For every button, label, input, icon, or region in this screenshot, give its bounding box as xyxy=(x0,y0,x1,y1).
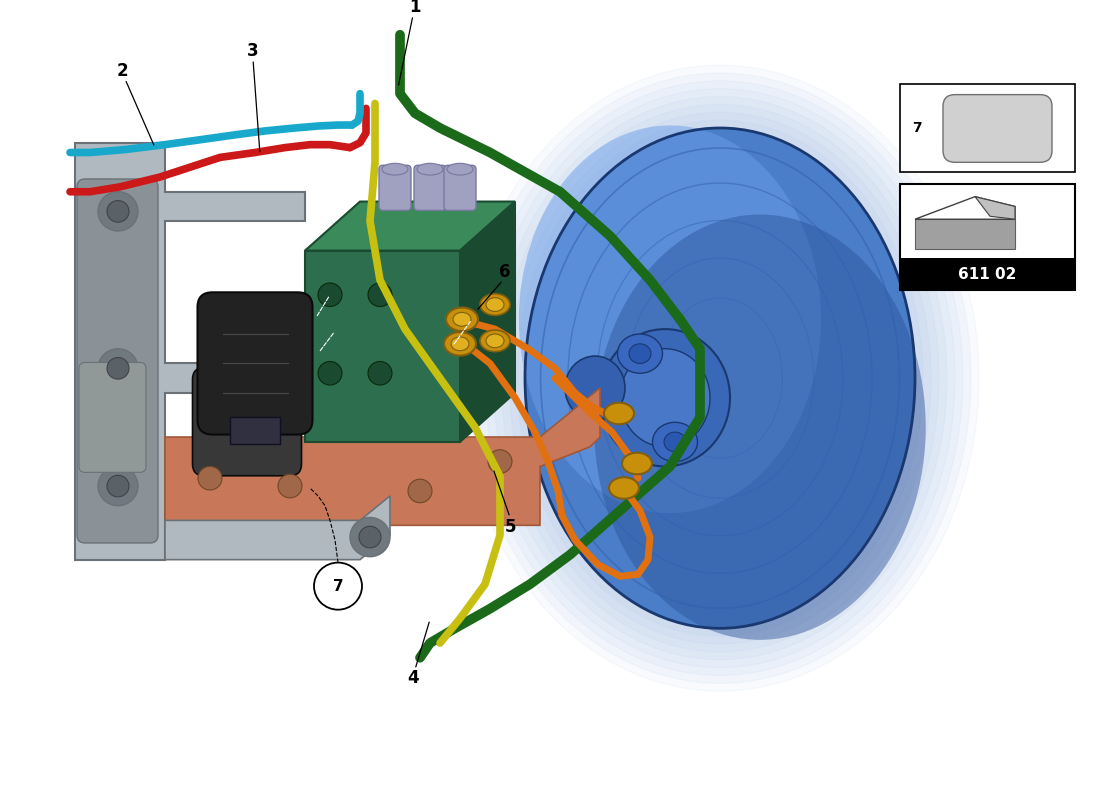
Text: 4: 4 xyxy=(407,670,419,687)
Circle shape xyxy=(198,466,222,490)
Text: 3: 3 xyxy=(248,42,258,61)
Text: 7: 7 xyxy=(912,121,922,135)
Ellipse shape xyxy=(444,332,476,355)
Polygon shape xyxy=(75,142,305,560)
Ellipse shape xyxy=(493,97,947,660)
Bar xyxy=(900,258,1075,290)
Ellipse shape xyxy=(382,163,408,175)
Ellipse shape xyxy=(480,294,510,315)
Bar xyxy=(230,417,280,444)
Ellipse shape xyxy=(486,298,504,311)
Circle shape xyxy=(98,349,138,388)
Text: 1: 1 xyxy=(409,0,420,16)
Text: 5: 5 xyxy=(505,518,517,536)
Polygon shape xyxy=(165,496,390,560)
Circle shape xyxy=(318,362,342,385)
Bar xyxy=(915,219,1015,249)
Bar xyxy=(305,250,460,442)
Circle shape xyxy=(314,562,362,610)
Ellipse shape xyxy=(609,478,639,499)
Ellipse shape xyxy=(604,402,634,424)
FancyBboxPatch shape xyxy=(77,179,158,543)
Text: 6: 6 xyxy=(499,263,510,281)
Ellipse shape xyxy=(417,163,443,175)
Ellipse shape xyxy=(664,432,686,452)
Ellipse shape xyxy=(453,313,471,326)
Ellipse shape xyxy=(451,337,469,350)
Ellipse shape xyxy=(509,112,931,644)
Circle shape xyxy=(107,201,129,222)
Ellipse shape xyxy=(652,422,697,462)
Circle shape xyxy=(98,192,138,231)
Ellipse shape xyxy=(477,81,962,675)
Ellipse shape xyxy=(629,344,651,363)
Ellipse shape xyxy=(485,89,955,667)
Circle shape xyxy=(488,450,512,474)
Polygon shape xyxy=(915,197,1015,219)
Circle shape xyxy=(107,475,129,497)
Ellipse shape xyxy=(565,356,625,420)
Circle shape xyxy=(318,283,342,306)
FancyBboxPatch shape xyxy=(900,184,1075,290)
Ellipse shape xyxy=(480,330,510,352)
Ellipse shape xyxy=(517,120,923,636)
Circle shape xyxy=(278,474,303,498)
Polygon shape xyxy=(975,197,1015,219)
Circle shape xyxy=(350,518,390,557)
Polygon shape xyxy=(165,388,600,526)
FancyBboxPatch shape xyxy=(79,362,146,472)
Ellipse shape xyxy=(525,128,915,628)
Circle shape xyxy=(368,362,392,385)
FancyBboxPatch shape xyxy=(192,368,301,476)
FancyBboxPatch shape xyxy=(943,94,1052,162)
Circle shape xyxy=(368,283,392,306)
Polygon shape xyxy=(460,202,515,442)
Ellipse shape xyxy=(594,214,926,640)
Ellipse shape xyxy=(486,334,504,348)
Circle shape xyxy=(359,526,381,548)
Polygon shape xyxy=(305,202,515,250)
Circle shape xyxy=(98,466,138,506)
Ellipse shape xyxy=(519,126,821,513)
Text: 2: 2 xyxy=(117,62,128,80)
Circle shape xyxy=(408,479,432,502)
Text: 611 02: 611 02 xyxy=(958,266,1016,282)
Ellipse shape xyxy=(461,65,979,691)
Ellipse shape xyxy=(446,307,478,331)
FancyBboxPatch shape xyxy=(900,84,1075,172)
Text: lamborghini
parts since 1985: lamborghini parts since 1985 xyxy=(651,202,909,378)
Circle shape xyxy=(107,358,129,379)
Text: 7: 7 xyxy=(332,578,343,594)
FancyBboxPatch shape xyxy=(198,292,312,434)
Ellipse shape xyxy=(447,163,473,175)
FancyBboxPatch shape xyxy=(414,166,446,210)
Ellipse shape xyxy=(621,453,652,474)
FancyBboxPatch shape xyxy=(444,166,476,210)
Ellipse shape xyxy=(620,349,710,447)
Ellipse shape xyxy=(600,329,730,466)
FancyBboxPatch shape xyxy=(379,166,411,210)
Ellipse shape xyxy=(469,73,971,683)
Ellipse shape xyxy=(500,105,939,652)
Ellipse shape xyxy=(617,334,662,374)
